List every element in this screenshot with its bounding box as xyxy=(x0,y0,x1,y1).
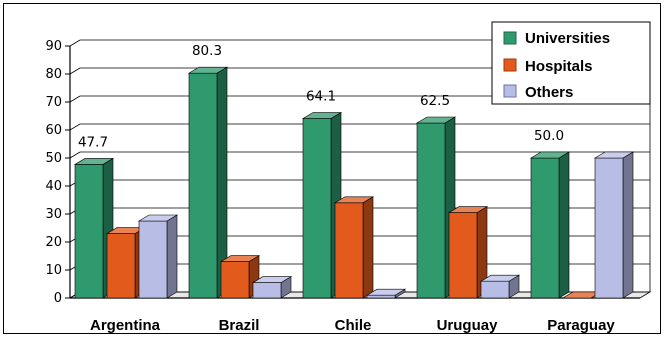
bar-front xyxy=(594,157,624,299)
data-label: 62.5 xyxy=(420,93,450,109)
data-label: 50.0 xyxy=(534,128,564,144)
grid-line-side xyxy=(69,95,81,103)
bar-top xyxy=(593,151,635,159)
y-tick-label: 40 xyxy=(45,179,62,194)
bar-front xyxy=(334,202,364,299)
grid-line-side xyxy=(69,123,81,131)
bar-top xyxy=(251,276,293,283)
bar-front xyxy=(480,280,510,299)
legend-label-universities: Universities xyxy=(525,30,610,47)
x-axis-categories: Argentina Brazil Chile Uruguay Paraguay xyxy=(90,317,615,334)
x-category-label: Chile xyxy=(335,317,372,334)
bar-front xyxy=(366,294,396,299)
legend-swatch-hospitals xyxy=(503,58,517,72)
bar-universities-brazil xyxy=(187,66,229,299)
legend-swatch-universities xyxy=(503,31,517,45)
data-labels: 47.7 80.3 64.1 62.5 50.0 xyxy=(78,43,564,150)
x-category-label: Argentina xyxy=(90,317,161,334)
y-tick-label: 30 xyxy=(45,207,62,222)
bar-others-paraguay xyxy=(593,151,635,299)
bar-others-uruguay xyxy=(479,274,521,299)
y-tick-label: 60 xyxy=(45,123,62,138)
bar-others-chile xyxy=(365,288,407,299)
bar-front xyxy=(138,220,168,299)
data-label: 47.7 xyxy=(78,134,108,150)
bar-side xyxy=(166,214,178,299)
legend: Universities Hospitals Others xyxy=(491,21,651,105)
legend-label-hospitals: Hospitals xyxy=(525,58,593,75)
bars xyxy=(73,66,635,299)
y-tick-label: 20 xyxy=(45,235,62,250)
bar-top xyxy=(415,116,457,124)
x-category-label: Paraguay xyxy=(547,317,615,334)
bar-front xyxy=(530,157,560,299)
bar-front xyxy=(74,164,104,299)
bar-universities-argentina xyxy=(73,157,115,299)
y-tick-label: 10 xyxy=(45,263,62,278)
legend-swatch-others xyxy=(503,84,517,98)
bar-hospitals-argentina xyxy=(105,227,147,299)
bar-front xyxy=(106,233,136,299)
y-tick-label: 50 xyxy=(45,151,62,166)
bar-top xyxy=(219,255,261,262)
data-label: 64.1 xyxy=(306,89,336,105)
bar-side xyxy=(622,151,634,299)
bar-top xyxy=(479,274,521,282)
y-tick-label: 0 xyxy=(54,291,62,306)
bar-front xyxy=(416,122,446,299)
legend-label-others: Others xyxy=(525,84,573,101)
bar-side xyxy=(362,196,374,299)
x-category-label: Uruguay xyxy=(437,317,499,334)
bar-front xyxy=(188,72,218,299)
y-tick-label: 90 xyxy=(45,39,62,54)
bar-top xyxy=(365,288,407,296)
bar-front xyxy=(220,261,250,299)
grid-line-side xyxy=(69,67,81,75)
bar-universities-paraguay xyxy=(529,151,571,299)
bar-top xyxy=(529,151,571,159)
bar-top xyxy=(137,214,179,222)
bar-top xyxy=(187,66,229,74)
grid-line-side xyxy=(69,39,81,47)
grid-line-side xyxy=(69,151,81,159)
bar-front xyxy=(448,212,478,299)
y-tick-label: 70 xyxy=(45,95,62,110)
bar-hospitals-chile xyxy=(333,196,375,299)
bar-others-argentina xyxy=(137,214,179,299)
bar-top xyxy=(301,112,343,119)
x-category-label: Brazil xyxy=(219,317,260,334)
legend-box xyxy=(491,21,651,105)
bar-front xyxy=(252,282,282,299)
bar-top xyxy=(333,196,375,204)
y-tick-label: 80 xyxy=(45,67,62,82)
bar-side xyxy=(558,151,570,299)
bar-front xyxy=(302,118,332,299)
bar-others-brazil xyxy=(251,276,293,299)
bar-hospitals-uruguay xyxy=(447,206,489,299)
data-label: 80.3 xyxy=(192,43,222,59)
bar-top xyxy=(447,206,489,213)
bar-top xyxy=(73,158,115,165)
bar-universities-uruguay xyxy=(415,116,457,299)
